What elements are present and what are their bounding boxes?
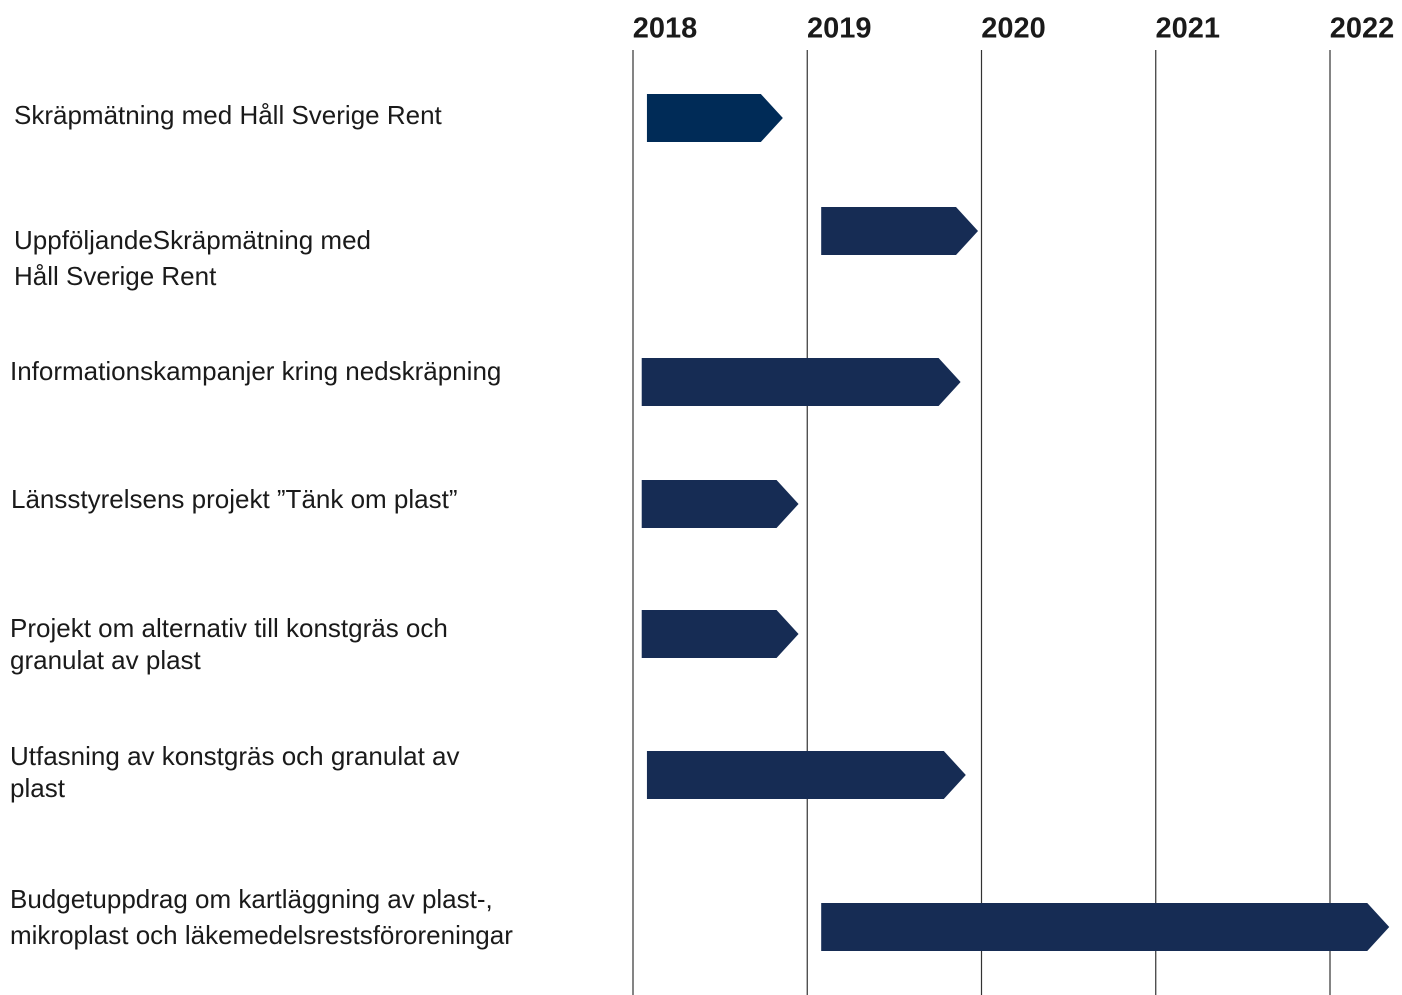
task-label: Skräpmätning med Håll Sverige Rent	[14, 100, 443, 130]
year-label: 2020	[981, 13, 1046, 45]
task-label: Projekt om alternativ till konstgräs och	[10, 613, 448, 643]
task-arrow	[821, 903, 1390, 951]
year-label: 2019	[807, 13, 872, 45]
task-label: Länsstyrelsens projekt ”Tänk om plast”	[11, 484, 458, 514]
task-arrow	[646, 94, 783, 142]
task-arrow	[641, 610, 799, 658]
task-label: plast	[10, 773, 66, 803]
task-arrow	[821, 207, 979, 255]
task-label: Håll Sverige Rent	[14, 261, 217, 291]
year-label: 2018	[633, 13, 698, 45]
year-label: 2021	[1155, 13, 1220, 45]
task-label: mikroplast och läkemedelsrestsförorening…	[10, 920, 513, 950]
task-arrow	[641, 480, 799, 528]
task-label: UppföljandeSkräpmätning med	[14, 225, 371, 255]
task-arrow	[646, 751, 966, 799]
task-label: Informationskampanjer kring nedskräpning	[10, 356, 501, 386]
task-label: granulat av plast	[10, 645, 202, 675]
year-label: 2022	[1330, 13, 1395, 45]
task-arrow	[641, 358, 961, 406]
task-label: Utfasning av konstgräs och granulat av	[10, 741, 459, 771]
task-label: Budgetuppdrag om kartläggning av plast-,	[10, 884, 493, 914]
